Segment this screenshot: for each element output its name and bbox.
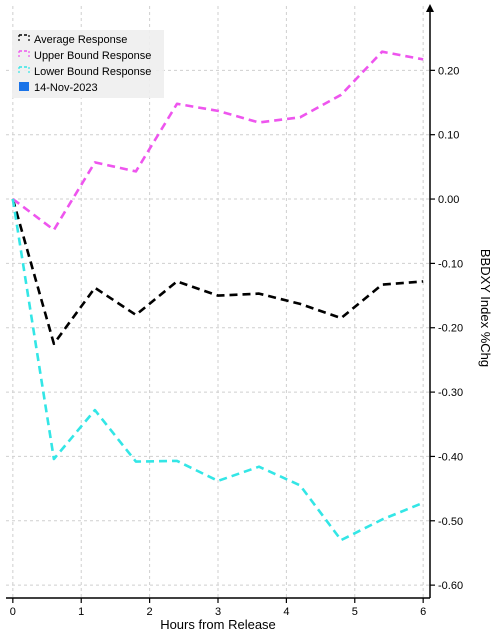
data-point bbox=[53, 229, 55, 231]
data-point bbox=[258, 466, 260, 468]
y-tick-label: -0.30 bbox=[438, 387, 463, 399]
x-tick-label: 4 bbox=[283, 606, 289, 618]
data-point bbox=[53, 343, 55, 345]
y-tick-label: -0.10 bbox=[438, 258, 463, 270]
data-point bbox=[381, 51, 383, 53]
y-tick-label: 0.20 bbox=[438, 65, 459, 77]
data-point bbox=[340, 539, 342, 541]
data-point bbox=[299, 485, 301, 487]
legend: Average Response Upper Bound Response Lowe… bbox=[12, 30, 164, 98]
data-point bbox=[94, 162, 96, 164]
series-line-upper-bound-response bbox=[12, 50, 424, 232]
legend-box bbox=[12, 30, 164, 98]
y-tick-label: -0.40 bbox=[438, 451, 463, 463]
axes: 0 1 2 3 4 5 6 Hours from Release 0.20 0.10 0.00 -0.… bbox=[6, 4, 493, 632]
data-point bbox=[94, 409, 96, 411]
data-point bbox=[135, 314, 137, 316]
data-point bbox=[135, 461, 137, 463]
data-point bbox=[422, 59, 424, 61]
x-tick-label: 6 bbox=[420, 606, 426, 618]
legend-label: Lower Bound Response bbox=[34, 66, 151, 78]
legend-label: Upper Bound Response bbox=[34, 50, 151, 62]
data-point bbox=[217, 110, 219, 112]
data-point bbox=[94, 287, 96, 289]
data-point bbox=[381, 284, 383, 286]
data-point bbox=[217, 295, 219, 297]
data-point bbox=[135, 171, 137, 173]
y-axis-label: BBDXY Index %Chg bbox=[478, 249, 493, 367]
data-point bbox=[340, 317, 342, 319]
data-point bbox=[422, 281, 424, 283]
y-tick-label: -0.50 bbox=[438, 516, 463, 528]
data-point bbox=[176, 103, 178, 105]
data-point bbox=[422, 502, 424, 504]
data-point bbox=[176, 281, 178, 283]
x-tick-label: 5 bbox=[352, 606, 358, 618]
series-lines bbox=[11, 50, 424, 542]
data-point bbox=[53, 458, 55, 460]
data-point bbox=[12, 198, 14, 200]
data-point bbox=[340, 94, 342, 96]
y-tick-label: -0.60 bbox=[438, 580, 463, 592]
data-point bbox=[381, 519, 383, 521]
x-tick-label: 0 bbox=[10, 606, 16, 618]
data-point bbox=[217, 480, 219, 482]
data-point bbox=[258, 122, 260, 124]
legend-date-swatch bbox=[19, 82, 29, 91]
y-tick-label: 0.10 bbox=[438, 130, 459, 142]
data-point bbox=[299, 303, 301, 305]
legend-date-label: 14-Nov-2023 bbox=[34, 82, 98, 94]
data-point bbox=[176, 460, 178, 462]
x-axis-label: Hours from Release bbox=[160, 617, 276, 632]
data-point bbox=[258, 293, 260, 295]
series-line-lower-bound-response bbox=[11, 198, 424, 542]
y-tick-label: -0.20 bbox=[438, 323, 463, 335]
y-tick-label: 0.00 bbox=[438, 194, 459, 206]
x-tick-label: 2 bbox=[147, 606, 153, 618]
grid-lines bbox=[6, 6, 430, 598]
x-tick-label: 3 bbox=[215, 606, 221, 618]
data-point bbox=[299, 117, 301, 119]
x-tick-label: 1 bbox=[78, 606, 84, 618]
series-line-average-response bbox=[11, 198, 424, 346]
legend-label: Average Response bbox=[34, 34, 127, 46]
y-axis-arrow bbox=[426, 4, 434, 12]
